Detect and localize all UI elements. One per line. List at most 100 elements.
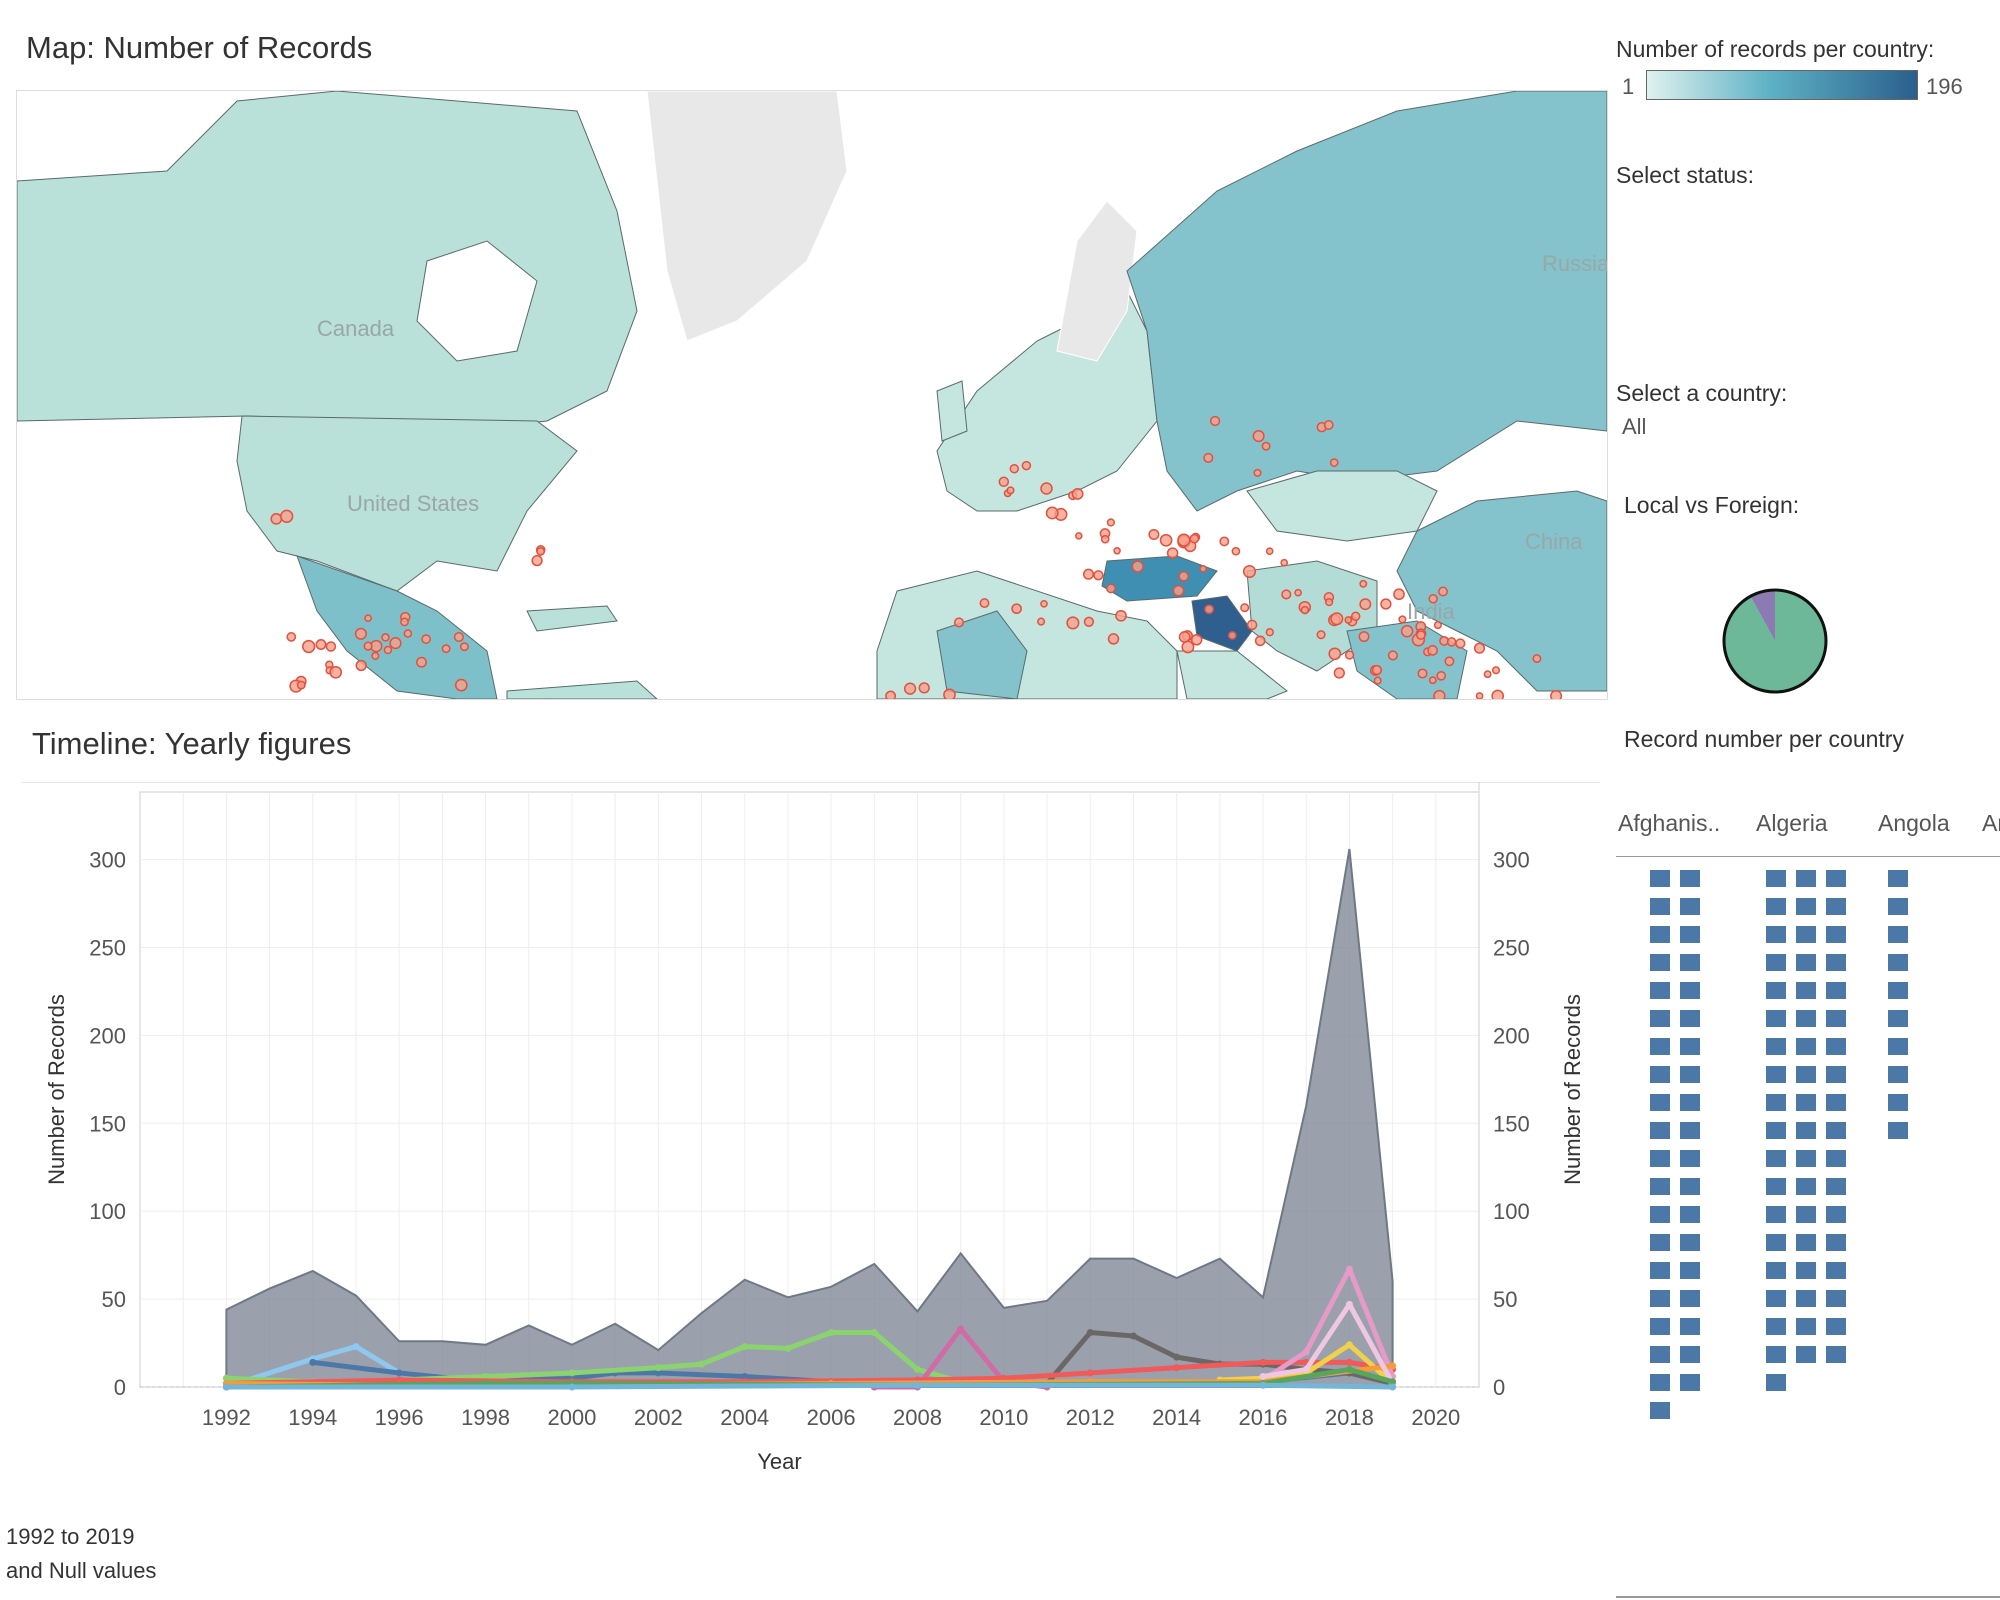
record-square[interactable] bbox=[1796, 898, 1816, 915]
record-square[interactable] bbox=[1888, 1066, 1908, 1083]
record-square[interactable] bbox=[1680, 1122, 1700, 1139]
record-square[interactable] bbox=[1766, 898, 1786, 915]
series-point[interactable] bbox=[1345, 1365, 1353, 1373]
record-marker[interactable] bbox=[1231, 546, 1241, 556]
record-marker[interactable] bbox=[1252, 430, 1265, 443]
record-square[interactable] bbox=[1796, 1290, 1816, 1307]
record-marker[interactable] bbox=[1417, 668, 1428, 679]
record-square[interactable] bbox=[1680, 1178, 1700, 1195]
record-marker[interactable] bbox=[885, 690, 897, 699]
record-marker[interactable] bbox=[1428, 676, 1437, 685]
series-point[interactable] bbox=[309, 1358, 317, 1366]
record-square[interactable] bbox=[1680, 1318, 1700, 1335]
record-square[interactable] bbox=[1796, 1010, 1816, 1027]
record-marker[interactable] bbox=[1359, 579, 1368, 588]
record-square[interactable] bbox=[1766, 1122, 1786, 1139]
united-states-shape[interactable] bbox=[236, 415, 578, 592]
series-point[interactable] bbox=[352, 1343, 360, 1351]
record-marker[interactable] bbox=[1082, 568, 1095, 580]
timeline-chart[interactable]: 1992 1994 1996 1998 2000 2002 2004 2006 2008 2010… bbox=[22, 781, 1600, 1474]
timeline-svg[interactable]: 1992 1994 1996 1998 2000 2002 2004 2006 2008 2010… bbox=[22, 781, 1600, 1474]
record-square[interactable] bbox=[1650, 898, 1670, 915]
record-square[interactable] bbox=[1826, 1318, 1846, 1335]
record-marker[interactable] bbox=[1433, 689, 1446, 699]
series-point[interactable] bbox=[1302, 1348, 1310, 1356]
record-square[interactable] bbox=[1766, 1206, 1786, 1223]
series-point[interactable] bbox=[222, 1383, 230, 1391]
series-point[interactable] bbox=[1345, 1300, 1353, 1308]
record-marker[interactable] bbox=[1254, 635, 1266, 647]
record-marker[interactable] bbox=[1387, 650, 1398, 661]
record-marker[interactable] bbox=[1532, 654, 1542, 664]
series-point[interactable] bbox=[1259, 1372, 1267, 1380]
record-square[interactable] bbox=[1766, 1038, 1786, 1055]
record-square[interactable] bbox=[1680, 1374, 1700, 1391]
record-marker[interactable] bbox=[1172, 584, 1185, 597]
record-square[interactable] bbox=[1888, 898, 1908, 915]
record-square[interactable] bbox=[1796, 870, 1816, 887]
record-marker[interactable] bbox=[1433, 621, 1442, 630]
series-point[interactable] bbox=[1086, 1329, 1094, 1336]
local-foreign-pie[interactable] bbox=[1720, 586, 1830, 696]
record-square[interactable] bbox=[1650, 1150, 1670, 1167]
record-square[interactable] bbox=[1888, 982, 1908, 999]
series-point[interactable] bbox=[1302, 1365, 1310, 1373]
record-marker[interactable] bbox=[1246, 619, 1258, 631]
record-marker[interactable] bbox=[1011, 603, 1022, 615]
series-line[interactable] bbox=[226, 1382, 1393, 1390]
record-marker[interactable] bbox=[383, 645, 393, 655]
record-marker[interactable] bbox=[1006, 486, 1015, 495]
record-square[interactable] bbox=[1796, 1262, 1816, 1279]
record-marker[interactable] bbox=[1398, 615, 1407, 624]
record-square[interactable] bbox=[1680, 1066, 1700, 1083]
record-marker[interactable] bbox=[1178, 570, 1190, 582]
record-square[interactable] bbox=[1650, 1234, 1670, 1251]
record-square[interactable] bbox=[1680, 1094, 1700, 1111]
record-marker[interactable] bbox=[1324, 597, 1334, 607]
record-marker[interactable] bbox=[1330, 612, 1344, 626]
record-marker[interactable] bbox=[1040, 599, 1048, 608]
record-square[interactable] bbox=[1650, 1122, 1670, 1139]
record-square[interactable] bbox=[1826, 1206, 1846, 1223]
record-marker[interactable] bbox=[421, 634, 431, 644]
series-point[interactable] bbox=[1345, 1341, 1353, 1349]
record-marker[interactable] bbox=[1242, 564, 1257, 579]
record-square[interactable] bbox=[1826, 870, 1846, 887]
series-point[interactable] bbox=[784, 1344, 792, 1352]
russia-shape[interactable] bbox=[1126, 91, 1607, 512]
map-canvas[interactable]: Canada United States Russia China India bbox=[17, 91, 1607, 699]
record-marker[interactable] bbox=[1380, 598, 1392, 610]
record-marker[interactable] bbox=[1446, 637, 1457, 647]
record-marker[interactable] bbox=[1083, 616, 1095, 627]
record-square[interactable] bbox=[1826, 1094, 1846, 1111]
record-marker[interactable] bbox=[1107, 633, 1120, 645]
record-marker[interactable] bbox=[943, 688, 956, 699]
record-marker[interactable] bbox=[441, 644, 451, 654]
record-square[interactable] bbox=[1650, 1290, 1670, 1307]
record-square[interactable] bbox=[1766, 1318, 1786, 1335]
record-marker[interactable] bbox=[1204, 604, 1215, 615]
record-square[interactable] bbox=[1796, 1094, 1816, 1111]
record-marker[interactable] bbox=[1189, 533, 1200, 544]
record-marker[interactable] bbox=[998, 476, 1010, 488]
record-marker[interactable] bbox=[1550, 689, 1563, 699]
record-square[interactable] bbox=[1680, 1262, 1700, 1279]
record-square[interactable] bbox=[1650, 1206, 1670, 1223]
series-point[interactable] bbox=[741, 1343, 749, 1351]
record-square[interactable] bbox=[1680, 1010, 1700, 1027]
record-marker[interactable] bbox=[1416, 630, 1426, 640]
series-point[interactable] bbox=[913, 1381, 921, 1389]
record-square[interactable] bbox=[1826, 954, 1846, 971]
record-marker[interactable] bbox=[364, 614, 372, 623]
record-marker[interactable] bbox=[1455, 638, 1466, 649]
record-marker[interactable] bbox=[1203, 452, 1214, 463]
record-square[interactable] bbox=[1826, 1010, 1846, 1027]
record-marker[interactable] bbox=[1181, 640, 1195, 654]
record-marker[interactable] bbox=[1227, 630, 1237, 640]
record-marker[interactable] bbox=[296, 680, 306, 690]
record-marker[interactable] bbox=[1333, 667, 1345, 679]
record-marker[interactable] bbox=[403, 629, 413, 638]
record-marker[interactable] bbox=[1115, 609, 1127, 622]
record-marker[interactable] bbox=[1475, 692, 1484, 699]
record-square[interactable] bbox=[1650, 1010, 1670, 1027]
